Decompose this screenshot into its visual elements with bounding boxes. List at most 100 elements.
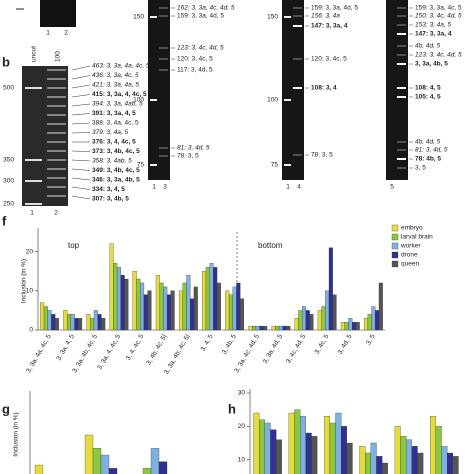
band-label: 117: 3, 4d, 5 <box>177 67 213 74</box>
marker-label: 75 <box>271 162 279 169</box>
band-pointer <box>71 177 91 181</box>
band-pointer <box>71 168 91 171</box>
y-tick-label: 10 <box>238 456 246 463</box>
bar <box>252 325 257 331</box>
lane-top-label: uncut <box>31 46 38 62</box>
band-label: 307: 3, 4b, 5 <box>92 196 129 203</box>
panel-letter: f <box>2 213 7 228</box>
bar <box>240 298 245 331</box>
bar <box>271 325 276 331</box>
bar <box>142 468 152 474</box>
band-label: 159: 3, 3a, 4d, 5 <box>311 5 358 12</box>
legend-label: larval brain <box>401 234 433 241</box>
band-pointer <box>71 75 91 80</box>
bar <box>325 290 330 331</box>
bar <box>298 310 303 331</box>
bar <box>294 318 299 331</box>
bar <box>213 267 218 331</box>
bar <box>232 286 237 331</box>
bar <box>255 325 260 331</box>
band-label: 376: 3, 4, 4c, 5 <box>92 139 136 146</box>
band-label: 78: 3, 5 <box>177 153 199 160</box>
bar <box>43 306 48 331</box>
y-tick-label: 20 <box>238 423 246 430</box>
bar <box>381 462 388 474</box>
marker-label: 100 <box>133 97 144 104</box>
band-label: 147: 3, 3a, 4 <box>311 23 348 30</box>
gel-strip <box>148 0 170 180</box>
bar <box>228 294 233 331</box>
lane-label: 2 <box>54 210 58 217</box>
band-label: 81: 3, 4d, 5 <box>177 145 210 152</box>
bar <box>170 290 175 331</box>
band-label: 150: 3, 4c, 4d, 5 <box>415 13 462 20</box>
bar <box>86 314 91 331</box>
marker-label: 150 <box>133 14 144 21</box>
bar <box>305 432 312 474</box>
lane-label: 2 <box>64 30 68 37</box>
band-label: 105: 4, 5 <box>415 94 441 101</box>
bar <box>225 290 230 331</box>
x-tick-label: 3, 5 <box>365 333 377 346</box>
bar <box>236 282 241 331</box>
bar <box>78 318 83 331</box>
bar <box>340 322 345 331</box>
bar <box>302 306 307 331</box>
legend-swatch <box>391 242 399 250</box>
legend-swatch <box>391 260 399 268</box>
bar <box>109 243 114 331</box>
band-label: 159: 3, 3a, 4c, 5 <box>415 5 462 12</box>
bar <box>394 426 401 474</box>
bar <box>54 318 59 331</box>
bar <box>205 267 210 331</box>
bar <box>348 318 353 331</box>
section-label: top <box>68 241 80 250</box>
lane-label: 1 <box>152 184 156 191</box>
bar <box>411 446 418 474</box>
lane-label: 1 <box>46 30 50 37</box>
legend-label: drone <box>401 252 418 259</box>
band-label: 4b, 4d, 5 <box>415 43 441 50</box>
band-label: 334: 3, 4, 5 <box>92 186 125 193</box>
bar <box>93 310 98 331</box>
band-label: 394: 3, 3a, 4ab, 5 <box>92 101 143 108</box>
band-label: 3, 3a, 4b, 5 <box>415 61 448 68</box>
bar <box>34 464 44 474</box>
bar <box>317 310 322 331</box>
bar <box>364 318 369 331</box>
bar <box>371 306 376 331</box>
gel-a <box>40 0 76 27</box>
bar <box>92 448 102 474</box>
bar <box>282 325 287 331</box>
band-label: 78: 4b, 5 <box>415 156 441 163</box>
bar <box>166 294 171 331</box>
marker-label: 500 <box>3 85 14 92</box>
bar <box>452 456 459 474</box>
bar <box>66 314 71 331</box>
band-label: 156: 3, 4a <box>311 13 340 20</box>
lane-label: 3 <box>163 184 167 191</box>
band-pointer <box>71 122 91 125</box>
y-tick-label: 10 <box>26 288 34 295</box>
y-tick-label: 30 <box>238 390 246 397</box>
bar <box>190 298 195 331</box>
bar <box>100 454 110 474</box>
bar <box>367 314 372 331</box>
bar <box>248 325 253 331</box>
legend-swatch <box>391 233 399 241</box>
bar <box>344 322 349 331</box>
band-label: 4b, 4d, 5 <box>415 139 441 146</box>
band-pointer <box>71 65 91 71</box>
bar <box>435 426 442 474</box>
marker-label: 75 <box>137 162 145 169</box>
band-label: 108: 4, 5 <box>415 85 441 92</box>
bar <box>155 274 160 331</box>
bar <box>324 416 331 474</box>
bar <box>47 310 52 331</box>
band-pointer <box>71 84 91 89</box>
bar <box>352 322 357 331</box>
band-label: 415: 3, 3a, 4, 4c, 5 <box>92 91 147 98</box>
band-label: 108: 3, 4 <box>311 85 337 92</box>
bar <box>300 416 306 474</box>
bar <box>202 271 207 331</box>
